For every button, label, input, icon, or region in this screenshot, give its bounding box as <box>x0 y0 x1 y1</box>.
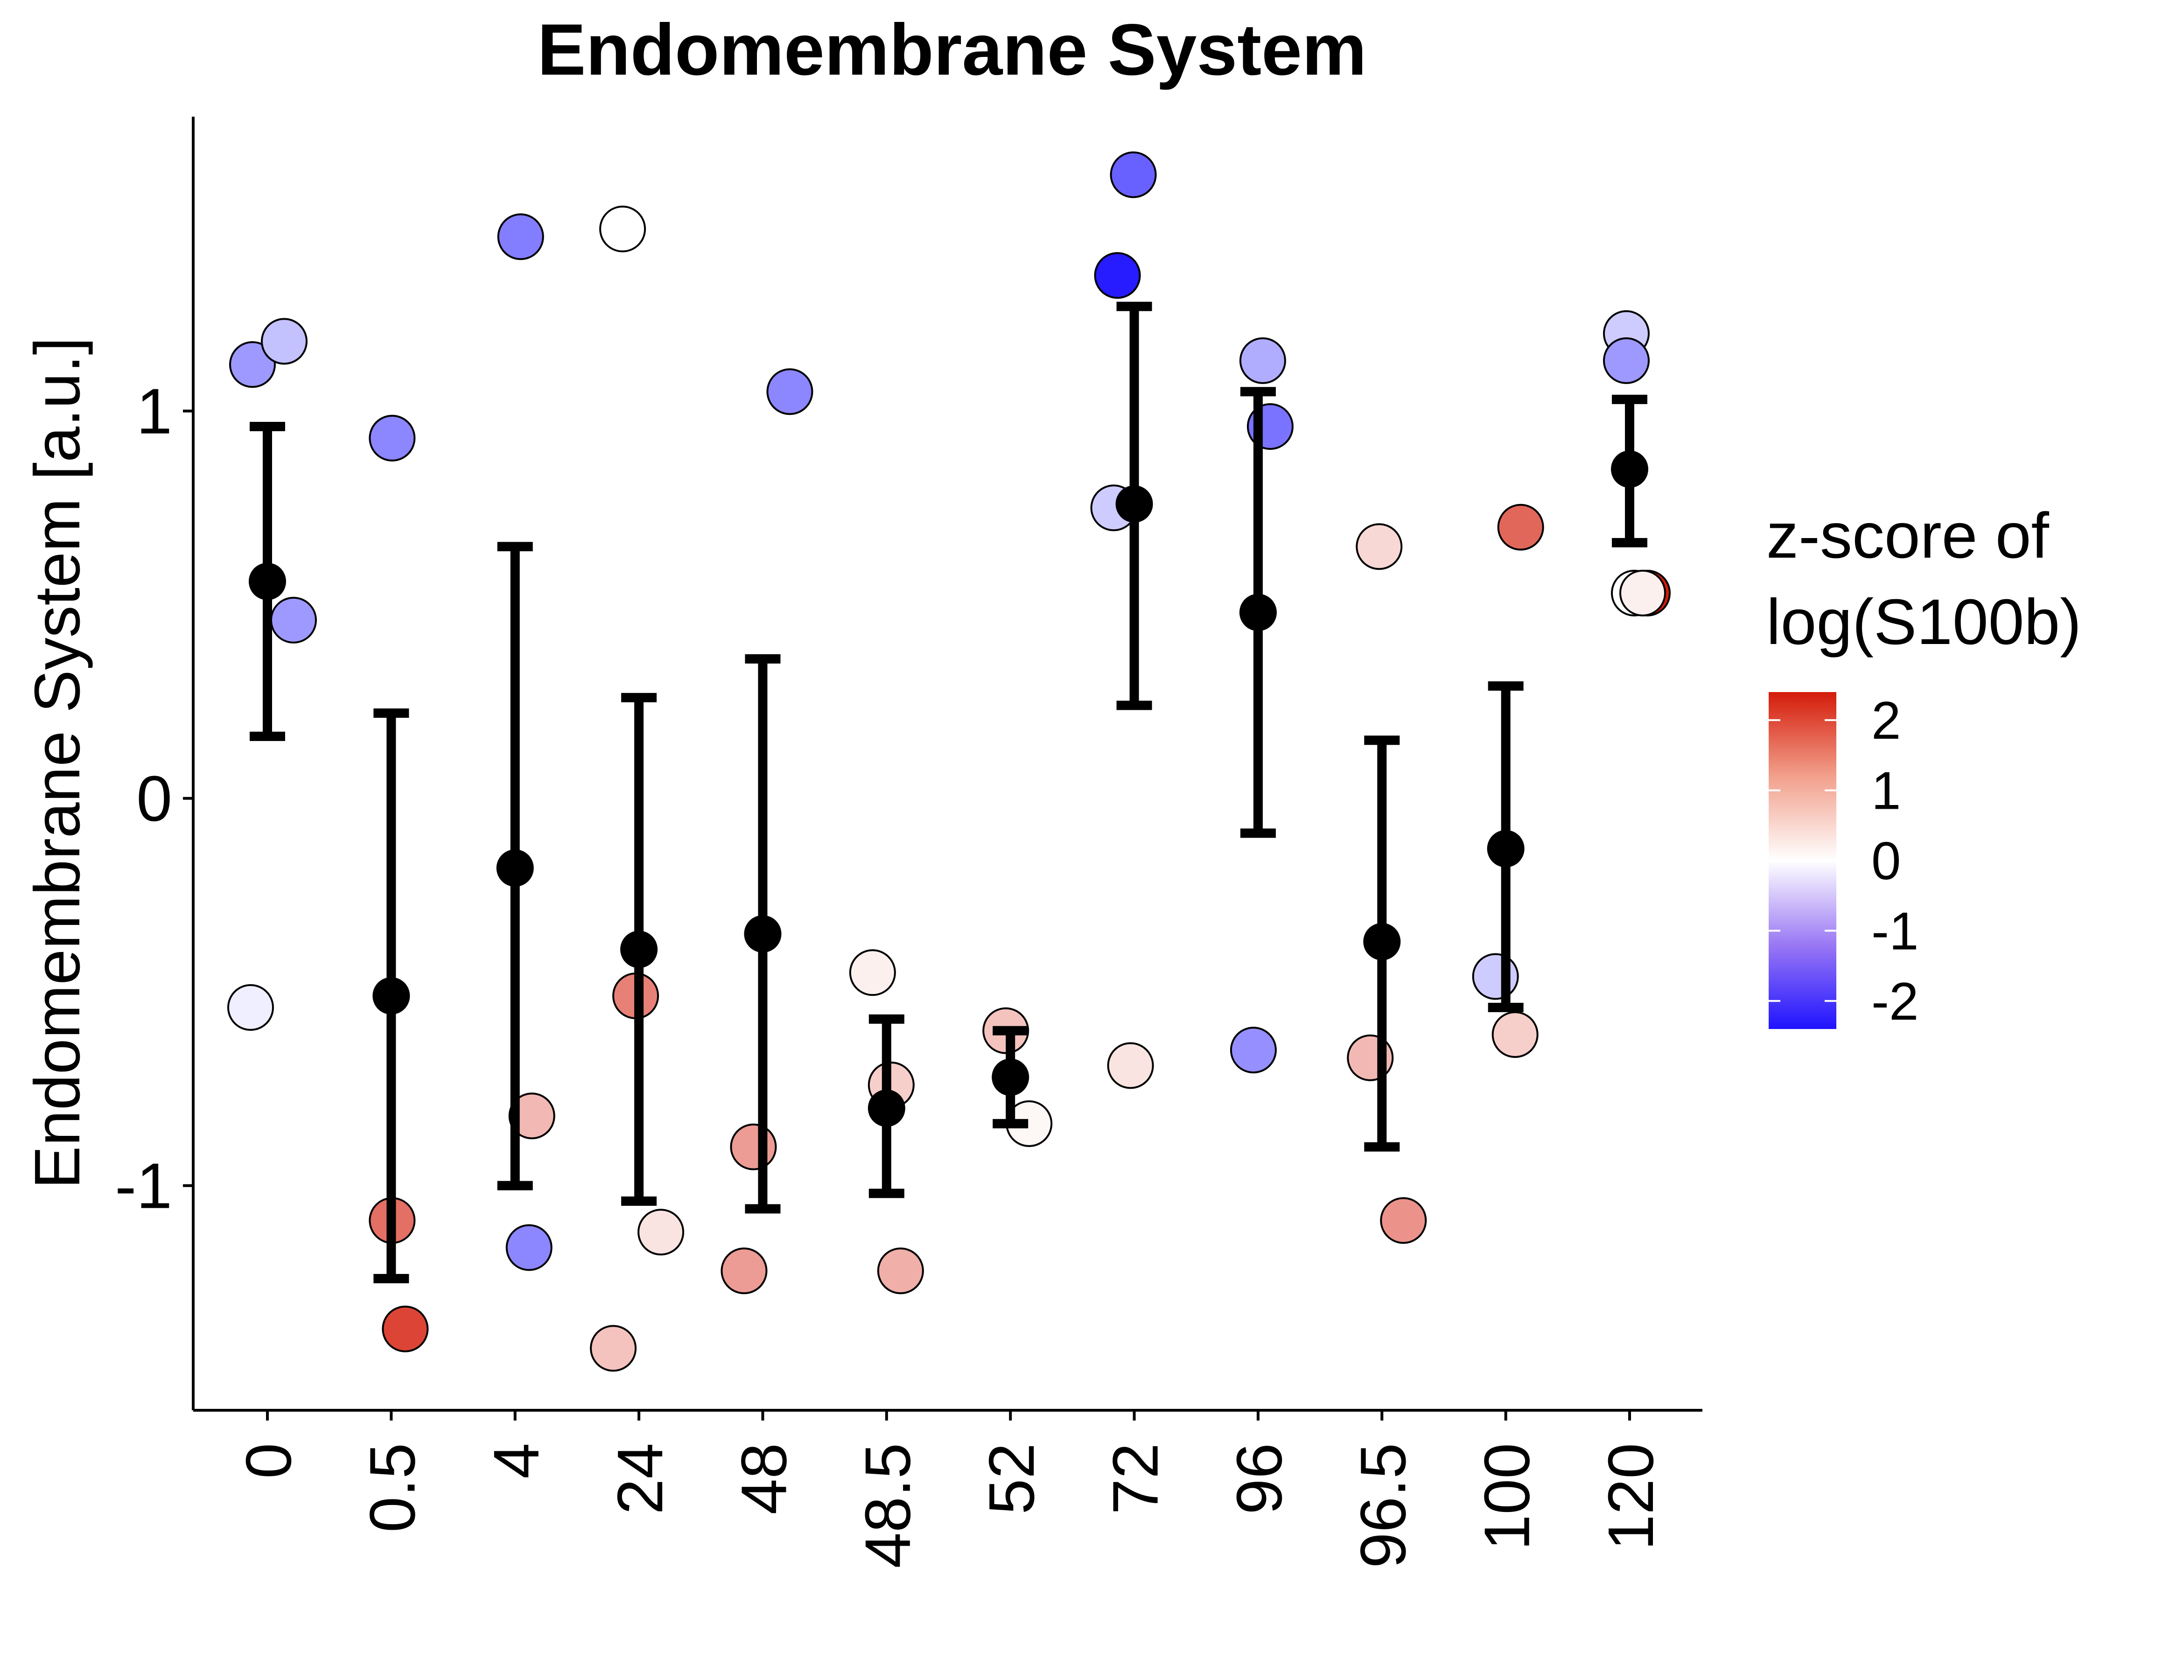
data-point <box>1380 1197 1427 1244</box>
data-point <box>1491 1011 1539 1058</box>
data-point <box>497 213 544 260</box>
legend-tick-label: 1 <box>1871 762 1901 821</box>
mean-point <box>868 1089 905 1127</box>
data-point <box>227 984 274 1031</box>
x-tick-label: 0 <box>233 1443 305 1479</box>
data-point <box>382 1305 429 1352</box>
x-tick-label: 4 <box>481 1443 553 1479</box>
x-tick-label: 100 <box>1471 1443 1543 1550</box>
x-tick-label: 0.5 <box>357 1443 428 1533</box>
legend-tick-label: 0 <box>1871 832 1901 891</box>
data-point <box>508 1092 555 1140</box>
data-point <box>1619 569 1666 616</box>
mean-point <box>1115 485 1153 523</box>
x-tick-label: 72 <box>1100 1443 1172 1515</box>
data-point <box>270 596 317 644</box>
data-point <box>1094 252 1141 299</box>
data-point <box>730 1123 777 1170</box>
data-point <box>1472 953 1519 1000</box>
legend: z-score of log(S100b) 2 1 0 -1 -2 <box>1766 500 2081 1031</box>
y-tick-label: 1 <box>136 376 172 448</box>
x-tick-label: 48.5 <box>852 1443 924 1568</box>
legend-title-line-2: log(S100b) <box>1766 586 2081 658</box>
x-tick-label: 120 <box>1595 1443 1667 1550</box>
x-tick-label: 52 <box>976 1443 1048 1515</box>
data-point <box>590 1325 637 1372</box>
chart-title: Endomembrane System <box>537 9 1366 91</box>
data-point <box>505 1224 553 1271</box>
data-point <box>1107 1042 1154 1089</box>
plot-area: -1 0 1 0 0.5 4 24 48 48.5 52 72 96 96.5 100 120 <box>115 117 1702 1568</box>
data-point <box>877 1247 924 1295</box>
mean-point <box>1363 923 1401 960</box>
legend-tick-label: 2 <box>1871 691 1901 750</box>
data-point <box>1497 504 1544 551</box>
y-tick-label: -1 <box>115 1150 172 1222</box>
mean-point <box>620 931 658 968</box>
mean-point <box>1487 830 1525 868</box>
x-tick-label: 96 <box>1224 1443 1295 1515</box>
x-tick-label: 48 <box>728 1443 800 1515</box>
mean-point <box>1239 594 1277 631</box>
data-point <box>1239 337 1286 384</box>
data-point <box>261 318 308 365</box>
data-point <box>599 205 646 252</box>
mean-point <box>744 915 782 953</box>
data-point <box>766 368 813 415</box>
data-point <box>1110 151 1157 198</box>
data-point <box>637 1209 685 1256</box>
legend-tick-label: -1 <box>1871 902 1918 961</box>
mean-point <box>372 977 410 1015</box>
mean-point <box>496 849 534 887</box>
mean-point <box>992 1058 1029 1096</box>
data-point <box>229 341 276 388</box>
mean-point <box>1611 450 1648 488</box>
data-point <box>369 414 416 462</box>
legend-tick-label: -2 <box>1871 972 1918 1031</box>
x-tick-label: 96.5 <box>1347 1443 1419 1568</box>
data-point <box>1603 337 1650 384</box>
data-point <box>721 1247 768 1295</box>
legend-title-line-1: z-score of <box>1766 500 2049 572</box>
y-axis-title: Endomembrane System [a.u.] <box>21 337 93 1189</box>
data-point <box>849 949 896 996</box>
mean-point <box>249 562 286 600</box>
data-point <box>1230 1027 1277 1074</box>
x-tick-label: 24 <box>604 1443 676 1515</box>
y-tick-label: 0 <box>136 763 172 835</box>
data-point <box>1356 523 1403 570</box>
